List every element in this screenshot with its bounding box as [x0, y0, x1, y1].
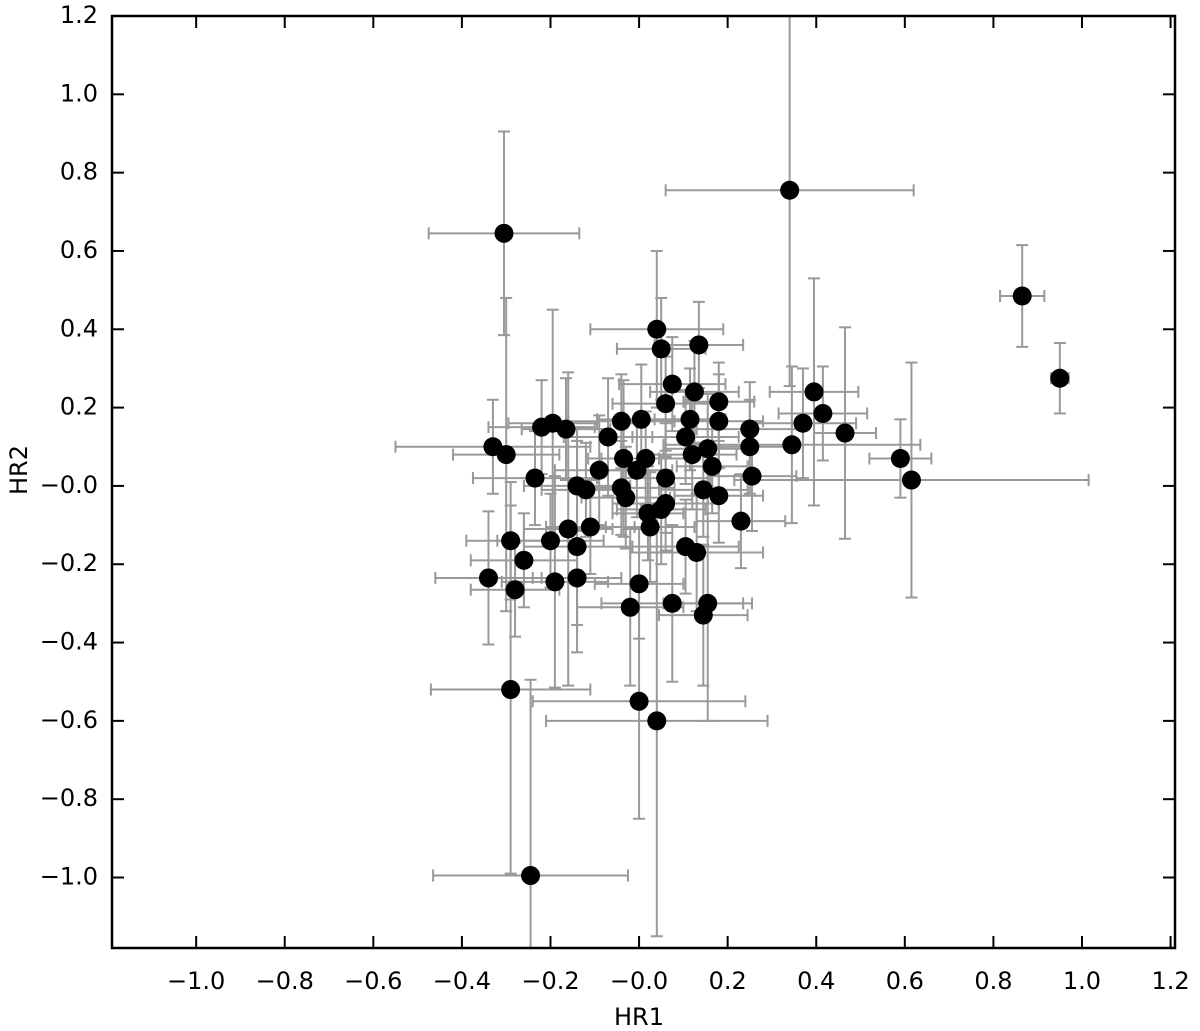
point [662, 593, 682, 613]
points [478, 180, 1070, 886]
point [496, 445, 516, 465]
y-tick-label: −0.8 [40, 784, 98, 812]
x-tick-label: 1.0 [1063, 967, 1101, 995]
point [525, 468, 545, 488]
x-tick-label: 1.2 [1151, 967, 1189, 995]
point [540, 531, 560, 551]
point [614, 449, 634, 469]
x-tick-label: 0.4 [797, 967, 835, 995]
point [627, 460, 647, 480]
y-tick-label: −1.0 [40, 863, 98, 891]
point [835, 423, 855, 443]
point [501, 680, 521, 700]
point [698, 439, 718, 459]
point [1012, 286, 1032, 306]
point [567, 537, 587, 557]
x-tick-label: −0.4 [433, 967, 491, 995]
point [793, 413, 813, 433]
point [709, 486, 729, 506]
y-tick-label: −0.6 [40, 706, 98, 734]
point [676, 427, 696, 447]
point [656, 468, 676, 488]
point [780, 180, 800, 200]
point [647, 711, 667, 731]
point [556, 419, 576, 439]
point [813, 403, 833, 423]
point [698, 593, 718, 613]
x-tick-label: −0.8 [256, 967, 314, 995]
point [1050, 368, 1070, 388]
y-tick-label: −0.4 [40, 628, 98, 656]
y-tick-label: −0.0 [40, 471, 98, 499]
plot-frame [110, 14, 1177, 950]
point [731, 511, 751, 531]
point [589, 460, 609, 480]
point [682, 445, 702, 465]
point [598, 427, 618, 447]
point [651, 499, 671, 519]
y-axis-label: HR2 [5, 445, 33, 495]
point [629, 691, 649, 711]
point [890, 449, 910, 469]
y-tick-label: 1.2 [60, 1, 98, 29]
point [532, 417, 552, 437]
point [494, 223, 514, 243]
point [620, 597, 640, 617]
x-tick-label: 0.2 [709, 967, 747, 995]
y-tick-label: 0.4 [60, 314, 98, 342]
x-tick-label: −0.6 [344, 967, 402, 995]
x-tick-label: 0.8 [974, 967, 1012, 995]
y-tick-label: 0.2 [60, 393, 98, 421]
point [616, 488, 636, 508]
point [580, 517, 600, 537]
point [576, 480, 596, 500]
point [687, 542, 707, 562]
point [689, 335, 709, 355]
y-tick-label: 1.0 [60, 79, 98, 107]
point [782, 435, 802, 455]
x-axis-label: HR1 [614, 1003, 664, 1031]
point [501, 531, 521, 551]
point [567, 568, 587, 588]
point [629, 574, 649, 594]
point [505, 580, 525, 600]
point [611, 411, 631, 431]
point [804, 382, 824, 402]
point [545, 572, 565, 592]
y-tick-label: 0.6 [60, 236, 98, 264]
point [684, 382, 704, 402]
point [651, 339, 671, 359]
point [740, 419, 760, 439]
point [662, 374, 682, 394]
x-tick-label: −1.0 [167, 967, 225, 995]
point [640, 517, 660, 537]
point [702, 456, 722, 476]
point [709, 392, 729, 412]
point [709, 411, 729, 431]
y-tick-label: −0.2 [40, 549, 98, 577]
point [514, 550, 534, 570]
point [631, 409, 651, 429]
point [742, 466, 762, 486]
y-tick-label: 0.8 [60, 158, 98, 186]
point [656, 394, 676, 414]
x-tick-label: 0.6 [886, 967, 924, 995]
point [558, 519, 578, 539]
point [478, 568, 498, 588]
point [901, 470, 921, 490]
point [521, 866, 541, 886]
point [647, 319, 667, 339]
point [680, 409, 700, 429]
point [740, 437, 760, 457]
x-tick-label: −0.2 [521, 967, 579, 995]
x-tick-label: −0.0 [610, 967, 668, 995]
point [693, 480, 713, 500]
